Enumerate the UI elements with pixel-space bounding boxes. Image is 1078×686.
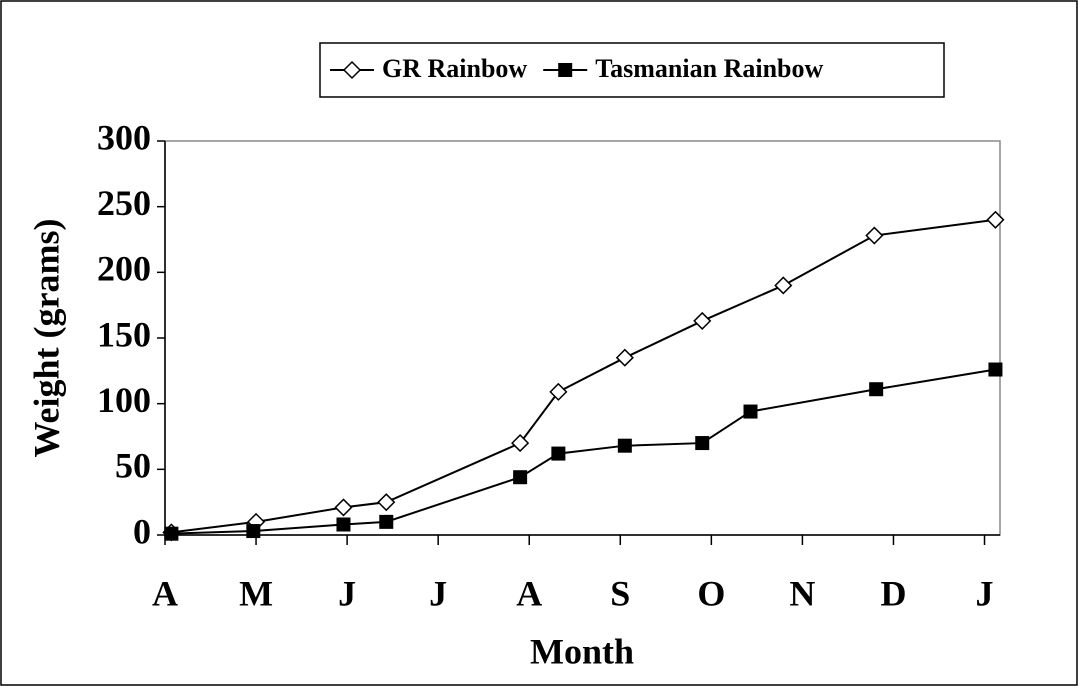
x-tick-label: N xyxy=(789,573,815,613)
y-tick-label: 100 xyxy=(97,380,151,420)
marker xyxy=(743,404,758,419)
marker xyxy=(513,470,528,485)
marker xyxy=(774,276,793,295)
marker xyxy=(551,446,566,461)
marker xyxy=(549,382,568,401)
legend-label: Tasmanian Rainbow xyxy=(595,54,823,83)
x-tick-label: J xyxy=(338,573,356,613)
y-tick-label: 250 xyxy=(97,183,151,223)
marker xyxy=(558,63,573,77)
marker xyxy=(615,348,634,367)
marker xyxy=(379,514,394,529)
marker xyxy=(342,60,362,80)
x-tick-label: J xyxy=(429,573,447,613)
x-tick-label: A xyxy=(152,573,178,613)
y-tick-label: 0 xyxy=(133,511,151,551)
x-tick-label: A xyxy=(516,573,542,613)
marker xyxy=(986,210,1005,229)
marker xyxy=(246,524,261,539)
marker xyxy=(865,226,884,245)
marker xyxy=(164,526,179,541)
marker xyxy=(617,438,632,453)
x-axis-title: Month xyxy=(530,631,634,671)
y-tick-label: 150 xyxy=(97,314,151,354)
x-tick-label: D xyxy=(880,573,906,613)
x-tick-label: O xyxy=(697,573,725,613)
x-tick-label: J xyxy=(976,573,994,613)
marker xyxy=(334,498,353,517)
y-tick-label: 50 xyxy=(115,446,151,486)
marker xyxy=(336,517,351,532)
marker xyxy=(988,362,1003,377)
legend-label: GR Rainbow xyxy=(382,54,527,83)
y-tick-label: 300 xyxy=(97,117,151,157)
x-tick-label: M xyxy=(239,573,273,613)
y-axis-title: Weight (grams) xyxy=(26,219,66,458)
x-tick-label: S xyxy=(610,573,630,613)
marker xyxy=(377,493,396,512)
y-tick-label: 200 xyxy=(97,249,151,289)
marker xyxy=(869,382,884,397)
marker xyxy=(695,436,710,451)
legend xyxy=(319,42,945,98)
marker xyxy=(511,434,530,453)
marker xyxy=(693,311,712,330)
